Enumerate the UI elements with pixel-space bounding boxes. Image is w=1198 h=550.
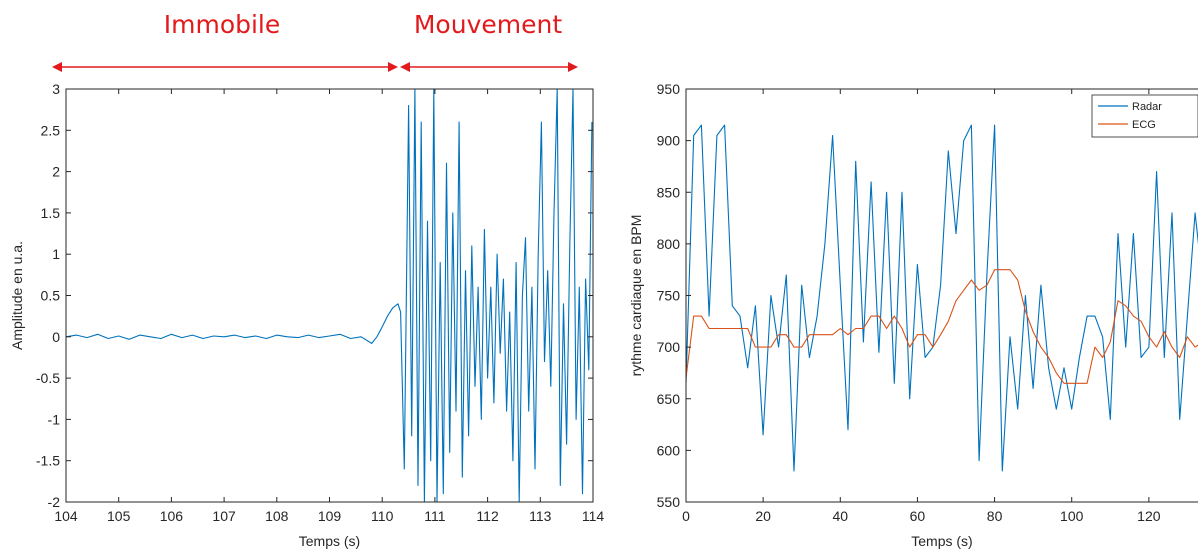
right-series-ecg-line xyxy=(686,269,1198,384)
left-x-tick-label: 105 xyxy=(107,508,131,524)
chart-heart-rate: 0204060801001201405506006507007508008509… xyxy=(628,81,1198,549)
annotation-layer: Immobile Mouvement xyxy=(52,10,578,72)
right-series-radar-line xyxy=(686,124,1198,472)
left-x-tick-label: 111 xyxy=(424,508,445,524)
legend: Radar ECG xyxy=(1091,94,1198,138)
left-x-tick-label: 104 xyxy=(54,508,78,524)
left-y-tick-label: -1.5 xyxy=(36,453,60,469)
left-y-axis-label: Amplitude en u.a. xyxy=(9,241,25,350)
left-y-tick-label: 1.5 xyxy=(41,205,61,221)
right-x-tick-label: 100 xyxy=(1060,508,1084,524)
left-y-tick-label: -2 xyxy=(48,494,61,510)
right-x-tick-label: 0 xyxy=(682,508,690,524)
legend-label-ecg: ECG xyxy=(1132,119,1156,131)
left-x-tick-label: 109 xyxy=(318,508,342,524)
left-axes-box xyxy=(65,88,594,503)
left-plot-lines xyxy=(66,89,593,502)
annotation-mouvement: Mouvement xyxy=(414,10,562,39)
legend-label-radar: Radar xyxy=(1132,101,1162,113)
right-plot-lines xyxy=(686,124,1198,472)
left-ticks: 104 105 106 107 108 109 110 111 112 113 114 -2 -1.5 -… xyxy=(36,81,604,524)
right-y-tick-label: 750 xyxy=(657,288,681,304)
right-ticks: 0204060801001201405506006507007508008509… xyxy=(657,81,1161,524)
left-x-tick-label: 112 xyxy=(476,508,499,524)
left-y-tick-label: 2 xyxy=(52,164,60,180)
right-y-tick-label: 550 xyxy=(657,494,681,510)
left-y-tick-label: 1 xyxy=(52,246,60,262)
left-x-tick-label: 108 xyxy=(265,508,289,524)
right-y-tick-label: 650 xyxy=(657,391,681,407)
chart-amplitude: 104 105 106 107 108 109 110 111 112 113 114 -2 -1.5 -… xyxy=(9,81,604,549)
right-y-tick-label: 600 xyxy=(657,442,681,458)
left-y-tick-label: 3 xyxy=(52,81,60,97)
left-y-tick-label: -0.5 xyxy=(36,370,60,386)
right-axes-box xyxy=(685,88,1198,503)
right-x-tick-label: 60 xyxy=(910,508,926,524)
right-y-tick-label: 800 xyxy=(657,236,681,252)
left-y-tick-label: 0 xyxy=(52,329,60,345)
legend-box xyxy=(1091,94,1198,138)
right-y-tick-label: 700 xyxy=(657,339,681,355)
right-y-tick-label: 900 xyxy=(657,133,681,149)
right-x-tick-label: 80 xyxy=(987,508,1003,524)
right-y-tick-label: 850 xyxy=(657,184,681,200)
left-x-tick-label: 106 xyxy=(160,508,184,524)
right-x-tick-label: 20 xyxy=(755,508,771,524)
right-y-tick-label: 950 xyxy=(657,81,681,97)
left-x-tick-label: 110 xyxy=(371,508,394,524)
left-x-tick-label: 107 xyxy=(212,508,236,524)
left-x-axis-label: Temps (s) xyxy=(299,533,360,549)
right-y-axis-label: rythme cardiaque en BPM xyxy=(628,215,644,377)
right-x-tick-label: 120 xyxy=(1137,508,1161,524)
right-x-tick-label: 40 xyxy=(832,508,848,524)
left-y-tick-label: 0.5 xyxy=(41,288,61,304)
left-x-tick-label: 114 xyxy=(582,508,605,524)
right-x-axis-label: Temps (s) xyxy=(911,533,972,549)
left-y-tick-label: 2.5 xyxy=(41,122,61,138)
left-y-tick-label: -1 xyxy=(48,411,61,427)
left-x-tick-label: 113 xyxy=(529,508,552,524)
left-series-signal-line xyxy=(66,89,593,502)
annotation-immobile: Immobile xyxy=(164,10,281,39)
